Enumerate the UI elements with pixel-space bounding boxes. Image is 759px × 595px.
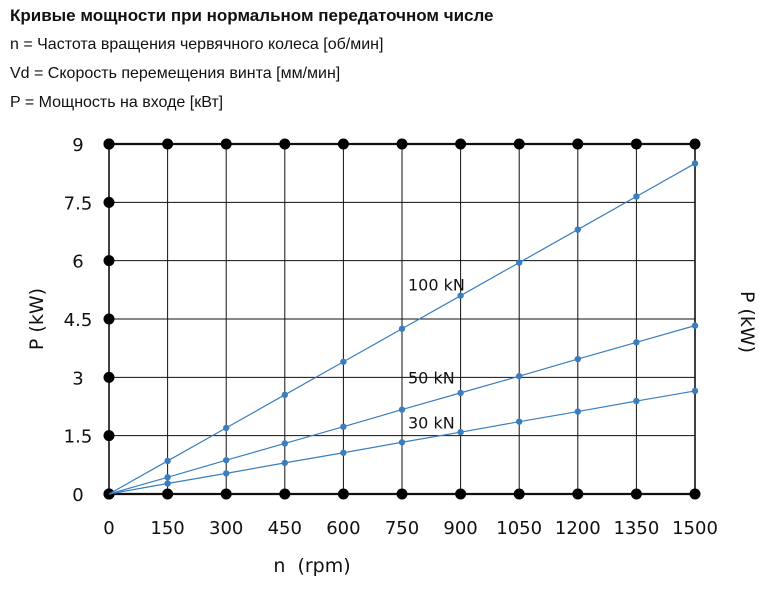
data-point [340, 358, 347, 365]
top-axis-marker [513, 138, 525, 150]
x-tick-label: 1200 [555, 518, 601, 539]
legend-line-n: n = Частота вращения червячного колеса [… [10, 36, 384, 53]
left-axis-marker [103, 430, 115, 442]
right-axis-label-fragment: P (kW) [736, 291, 758, 353]
bottom-axis-marker [396, 488, 408, 500]
series-label: 100 kN [408, 276, 465, 295]
x-tick-label: 450 [268, 518, 302, 539]
x-tick-label: 1350 [613, 518, 659, 539]
top-axis-marker [689, 138, 701, 150]
chart-title: Кривые мощности при нормальном передаточ… [10, 6, 494, 25]
data-point [164, 457, 171, 465]
series-label: 50 kN [408, 369, 455, 388]
data-point [516, 418, 523, 425]
data-point [691, 160, 699, 167]
bottom-axis-marker [337, 488, 349, 500]
x-tick-label: 600 [326, 518, 360, 539]
legend-line-vd: Vd = Скорость перемещения винта [мм/мин] [10, 65, 341, 82]
axis-markers [103, 138, 701, 500]
data-point [398, 439, 406, 446]
data-point [281, 440, 288, 447]
bottom-axis-marker [513, 488, 525, 500]
top-axis-marker [455, 138, 467, 150]
data-point [574, 226, 581, 233]
top-axis-marker [572, 138, 584, 150]
data-point [340, 423, 347, 430]
left-axis-marker [103, 313, 115, 325]
tick-labels: 0 150 300 450 600 750 900 1050 1200 1350 1500 0 1.5 3… [64, 135, 718, 539]
bottom-axis-marker [162, 488, 174, 500]
data-point [457, 292, 464, 299]
bottom-axis-marker [572, 488, 584, 500]
data-point [164, 480, 171, 487]
data-point [281, 391, 288, 399]
y-axis-label: P (kW) [26, 288, 48, 350]
y-tick-label: 7.5 [64, 193, 93, 214]
data-point [223, 470, 230, 477]
y-tick-label: 1.5 [64, 427, 93, 448]
y-tick-label: 0 [72, 485, 83, 506]
data-point [398, 325, 406, 332]
data-point [574, 355, 581, 363]
y-tick-label: 4.5 [64, 310, 93, 331]
data-point [633, 397, 640, 405]
left-axis-marker [103, 138, 115, 150]
left-axis-marker [103, 196, 115, 208]
x-tick-label: 150 [150, 518, 184, 539]
x-tick-label: 1500 [672, 518, 718, 539]
x-tick-label: 0 [103, 518, 114, 539]
top-axis-marker [337, 138, 349, 150]
x-axis-label: n (rpm) [273, 555, 350, 577]
y-tick-label: 9 [72, 135, 83, 156]
data-point [633, 193, 640, 200]
data-point [633, 339, 640, 346]
series-group: 100 kN 50 kN 30 kN [108, 160, 699, 495]
x-tick-label: 300 [209, 518, 243, 539]
data-point [223, 456, 230, 464]
data-point [398, 406, 406, 413]
x-tick-label: 1050 [496, 518, 542, 539]
top-axis-marker [220, 138, 232, 150]
series-label: 30 kN [408, 413, 455, 432]
y-tick-label: 3 [72, 368, 83, 389]
y-tick-label: 6 [72, 252, 83, 273]
data-point [516, 259, 523, 266]
data-point [516, 372, 523, 380]
data-point [164, 474, 171, 481]
bottom-axis-marker [279, 488, 291, 500]
data-point [574, 408, 581, 415]
top-axis-marker [162, 138, 174, 150]
data-point [691, 387, 699, 395]
data-point [281, 459, 288, 467]
bottom-axis-marker [630, 488, 642, 500]
left-axis-marker [103, 255, 115, 267]
data-point [223, 424, 230, 432]
chart-header: Кривые мощности при нормальном передаточ… [10, 4, 494, 115]
data-point [457, 428, 464, 436]
data-point [691, 322, 699, 329]
top-axis-marker [396, 138, 408, 150]
left-axis-marker [103, 371, 115, 383]
top-axis-marker [279, 138, 291, 150]
legend-line-p: P = Мощность на входе [кВт] [10, 94, 224, 111]
top-axis-marker [630, 138, 642, 150]
data-point [340, 449, 347, 456]
x-tick-label: 750 [385, 518, 419, 539]
bottom-axis-marker [220, 488, 232, 500]
bottom-axis-marker [455, 488, 467, 500]
bottom-axis-marker [689, 488, 701, 500]
x-tick-label: 900 [443, 518, 477, 539]
data-point [457, 389, 464, 397]
